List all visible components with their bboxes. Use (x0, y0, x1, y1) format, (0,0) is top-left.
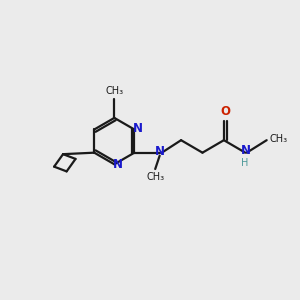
Text: N: N (133, 122, 143, 134)
Text: N: N (113, 158, 123, 171)
Text: N: N (155, 145, 165, 158)
Text: O: O (220, 105, 230, 118)
Text: H: H (241, 158, 248, 168)
Text: N: N (241, 144, 251, 158)
Text: CH₃: CH₃ (105, 86, 123, 96)
Text: CH₃: CH₃ (270, 134, 288, 144)
Text: CH₃: CH₃ (146, 172, 164, 182)
